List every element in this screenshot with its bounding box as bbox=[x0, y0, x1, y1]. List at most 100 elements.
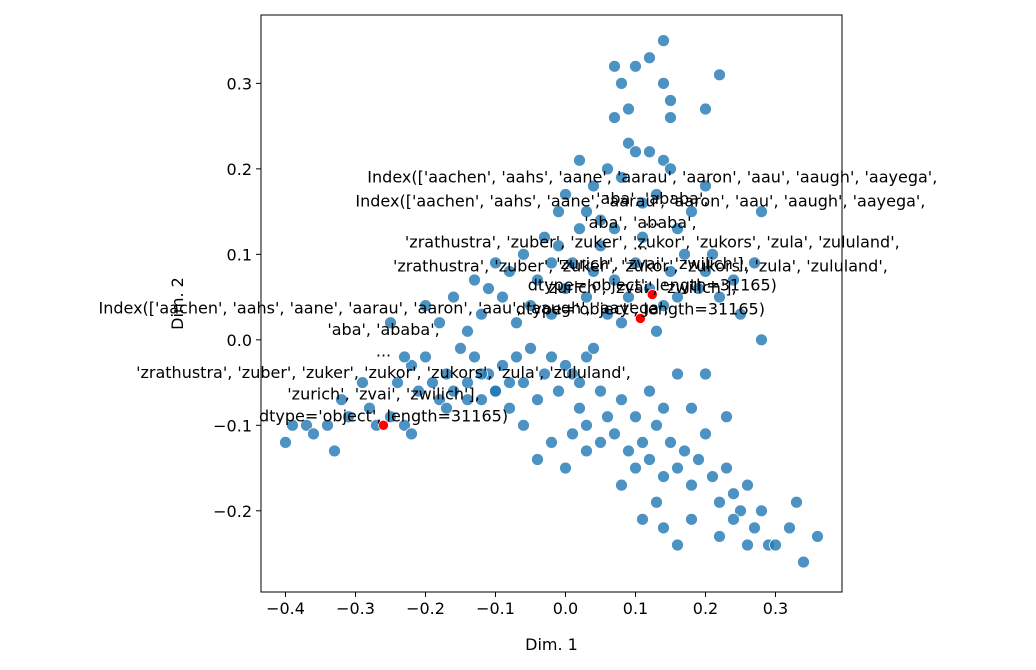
scatter-point bbox=[398, 350, 411, 364]
scatter-point bbox=[545, 256, 558, 270]
scatter-point bbox=[615, 393, 628, 407]
highlight-point bbox=[635, 313, 646, 324]
scatter-point bbox=[678, 444, 691, 458]
scatter-point bbox=[629, 461, 642, 475]
scatter-point bbox=[300, 418, 313, 432]
scatter-point bbox=[783, 521, 796, 535]
annotation-line: 'zurich', 'zvai', 'zwilich'], bbox=[287, 385, 479, 404]
scatter-point bbox=[699, 265, 712, 278]
scatter-point bbox=[643, 453, 656, 466]
scatter-point bbox=[755, 333, 768, 347]
scatter-point bbox=[629, 256, 642, 270]
scatter-point bbox=[566, 427, 579, 441]
scatter-point bbox=[636, 436, 649, 449]
scatter-point bbox=[426, 376, 439, 389]
scatter-point bbox=[615, 76, 628, 90]
point-annotation: Index(['aachen', 'aahs', 'aane', 'aarau'… bbox=[355, 191, 925, 318]
scatter-point bbox=[447, 290, 460, 304]
scatter-point bbox=[615, 171, 628, 184]
scatter-point bbox=[391, 376, 404, 389]
scatter-point bbox=[692, 453, 705, 466]
x-tick-label: −0.3 bbox=[336, 599, 375, 618]
scatter-point bbox=[559, 359, 572, 372]
scatter-point bbox=[699, 102, 712, 116]
scatter-point bbox=[307, 427, 320, 441]
scatter-point bbox=[580, 444, 593, 458]
scatter-point bbox=[503, 376, 516, 389]
x-tick-label: 0.2 bbox=[693, 599, 718, 618]
scatter-point bbox=[335, 393, 348, 407]
y-tick-label: 0.0 bbox=[227, 331, 252, 350]
scatter-point bbox=[657, 521, 670, 535]
scatter-point bbox=[286, 418, 299, 432]
scatter-point bbox=[531, 453, 544, 466]
scatter-point bbox=[671, 367, 684, 381]
scatter-point bbox=[580, 290, 593, 304]
scatter-point bbox=[643, 145, 656, 159]
scatter-point bbox=[566, 256, 579, 270]
scatter-point bbox=[405, 427, 418, 441]
y-tick-label: −0.2 bbox=[213, 502, 252, 521]
scatter-point bbox=[671, 222, 684, 236]
scatter-point bbox=[573, 153, 586, 167]
scatter-point bbox=[685, 401, 698, 415]
x-tick-label: −0.2 bbox=[406, 599, 445, 618]
scatter-point bbox=[720, 461, 733, 475]
scatter-point bbox=[650, 324, 663, 338]
scatter-point bbox=[559, 461, 572, 475]
scatter-point bbox=[727, 273, 740, 287]
scatter-point bbox=[538, 230, 551, 244]
scatter-point bbox=[601, 307, 614, 321]
scatter-point bbox=[734, 504, 747, 518]
annotation-line: Index(['aachen', 'aahs', 'aane', 'aarau'… bbox=[355, 191, 925, 210]
scatter-point bbox=[608, 427, 621, 441]
annotation-line: 'zrathustra', 'zuber', 'zuker', 'zukor',… bbox=[405, 232, 900, 251]
scatter-point bbox=[622, 290, 635, 304]
scatter-point bbox=[615, 316, 628, 330]
scatter-point bbox=[769, 538, 782, 552]
scatter-point bbox=[685, 205, 698, 219]
scatter-point bbox=[650, 418, 663, 432]
scatter-point bbox=[510, 316, 523, 330]
scatter-point bbox=[692, 282, 705, 295]
scatter-point bbox=[671, 461, 684, 475]
scatter-point bbox=[475, 307, 488, 321]
scatter-point bbox=[664, 111, 677, 124]
scatter-point bbox=[524, 299, 537, 313]
scatter-point bbox=[657, 470, 670, 484]
annotation-line: 'aba', 'ababa', bbox=[584, 213, 696, 232]
scatter-point bbox=[608, 273, 621, 287]
scatter-point bbox=[489, 256, 502, 270]
scatter-point bbox=[447, 384, 460, 398]
scatter-point bbox=[454, 341, 467, 355]
scatter-point bbox=[559, 188, 572, 201]
scatter-point bbox=[573, 222, 586, 236]
scatter-point bbox=[685, 478, 698, 492]
x-axis-label: Dim. 1 bbox=[525, 635, 578, 654]
scatter-point bbox=[461, 376, 474, 389]
scatter-point bbox=[517, 418, 530, 432]
scatter-point bbox=[636, 196, 649, 210]
scatter-point bbox=[671, 538, 684, 552]
scatter-point bbox=[748, 521, 761, 535]
scatter-point bbox=[384, 316, 397, 330]
scatter-point bbox=[580, 418, 593, 432]
points-layer bbox=[279, 34, 824, 569]
scatter-point bbox=[279, 436, 292, 449]
annotation-line: dtype='object', length=31165) bbox=[528, 276, 777, 295]
scatter-point bbox=[608, 111, 621, 124]
scatter-point bbox=[475, 367, 488, 381]
x-ticks: −0.4 −0.3 −0.2 −0.1 0.0 0.1 0.2 0.3 bbox=[266, 592, 788, 618]
scatter-point bbox=[720, 410, 733, 424]
scatter-point bbox=[713, 290, 726, 304]
highlight-point bbox=[378, 420, 389, 431]
scatter-point bbox=[636, 512, 649, 526]
scatter-point bbox=[615, 478, 628, 492]
annotation-line: 'zrathustra', 'zuber', 'zuker', 'zukor',… bbox=[136, 363, 631, 382]
point-annotation: Index(['aachen', 'aahs', 'aane', 'aarau'… bbox=[367, 168, 937, 295]
scatter-point bbox=[531, 273, 544, 287]
scatter-point bbox=[657, 76, 670, 90]
scatter-point bbox=[503, 265, 516, 278]
scatter-point bbox=[629, 59, 642, 73]
